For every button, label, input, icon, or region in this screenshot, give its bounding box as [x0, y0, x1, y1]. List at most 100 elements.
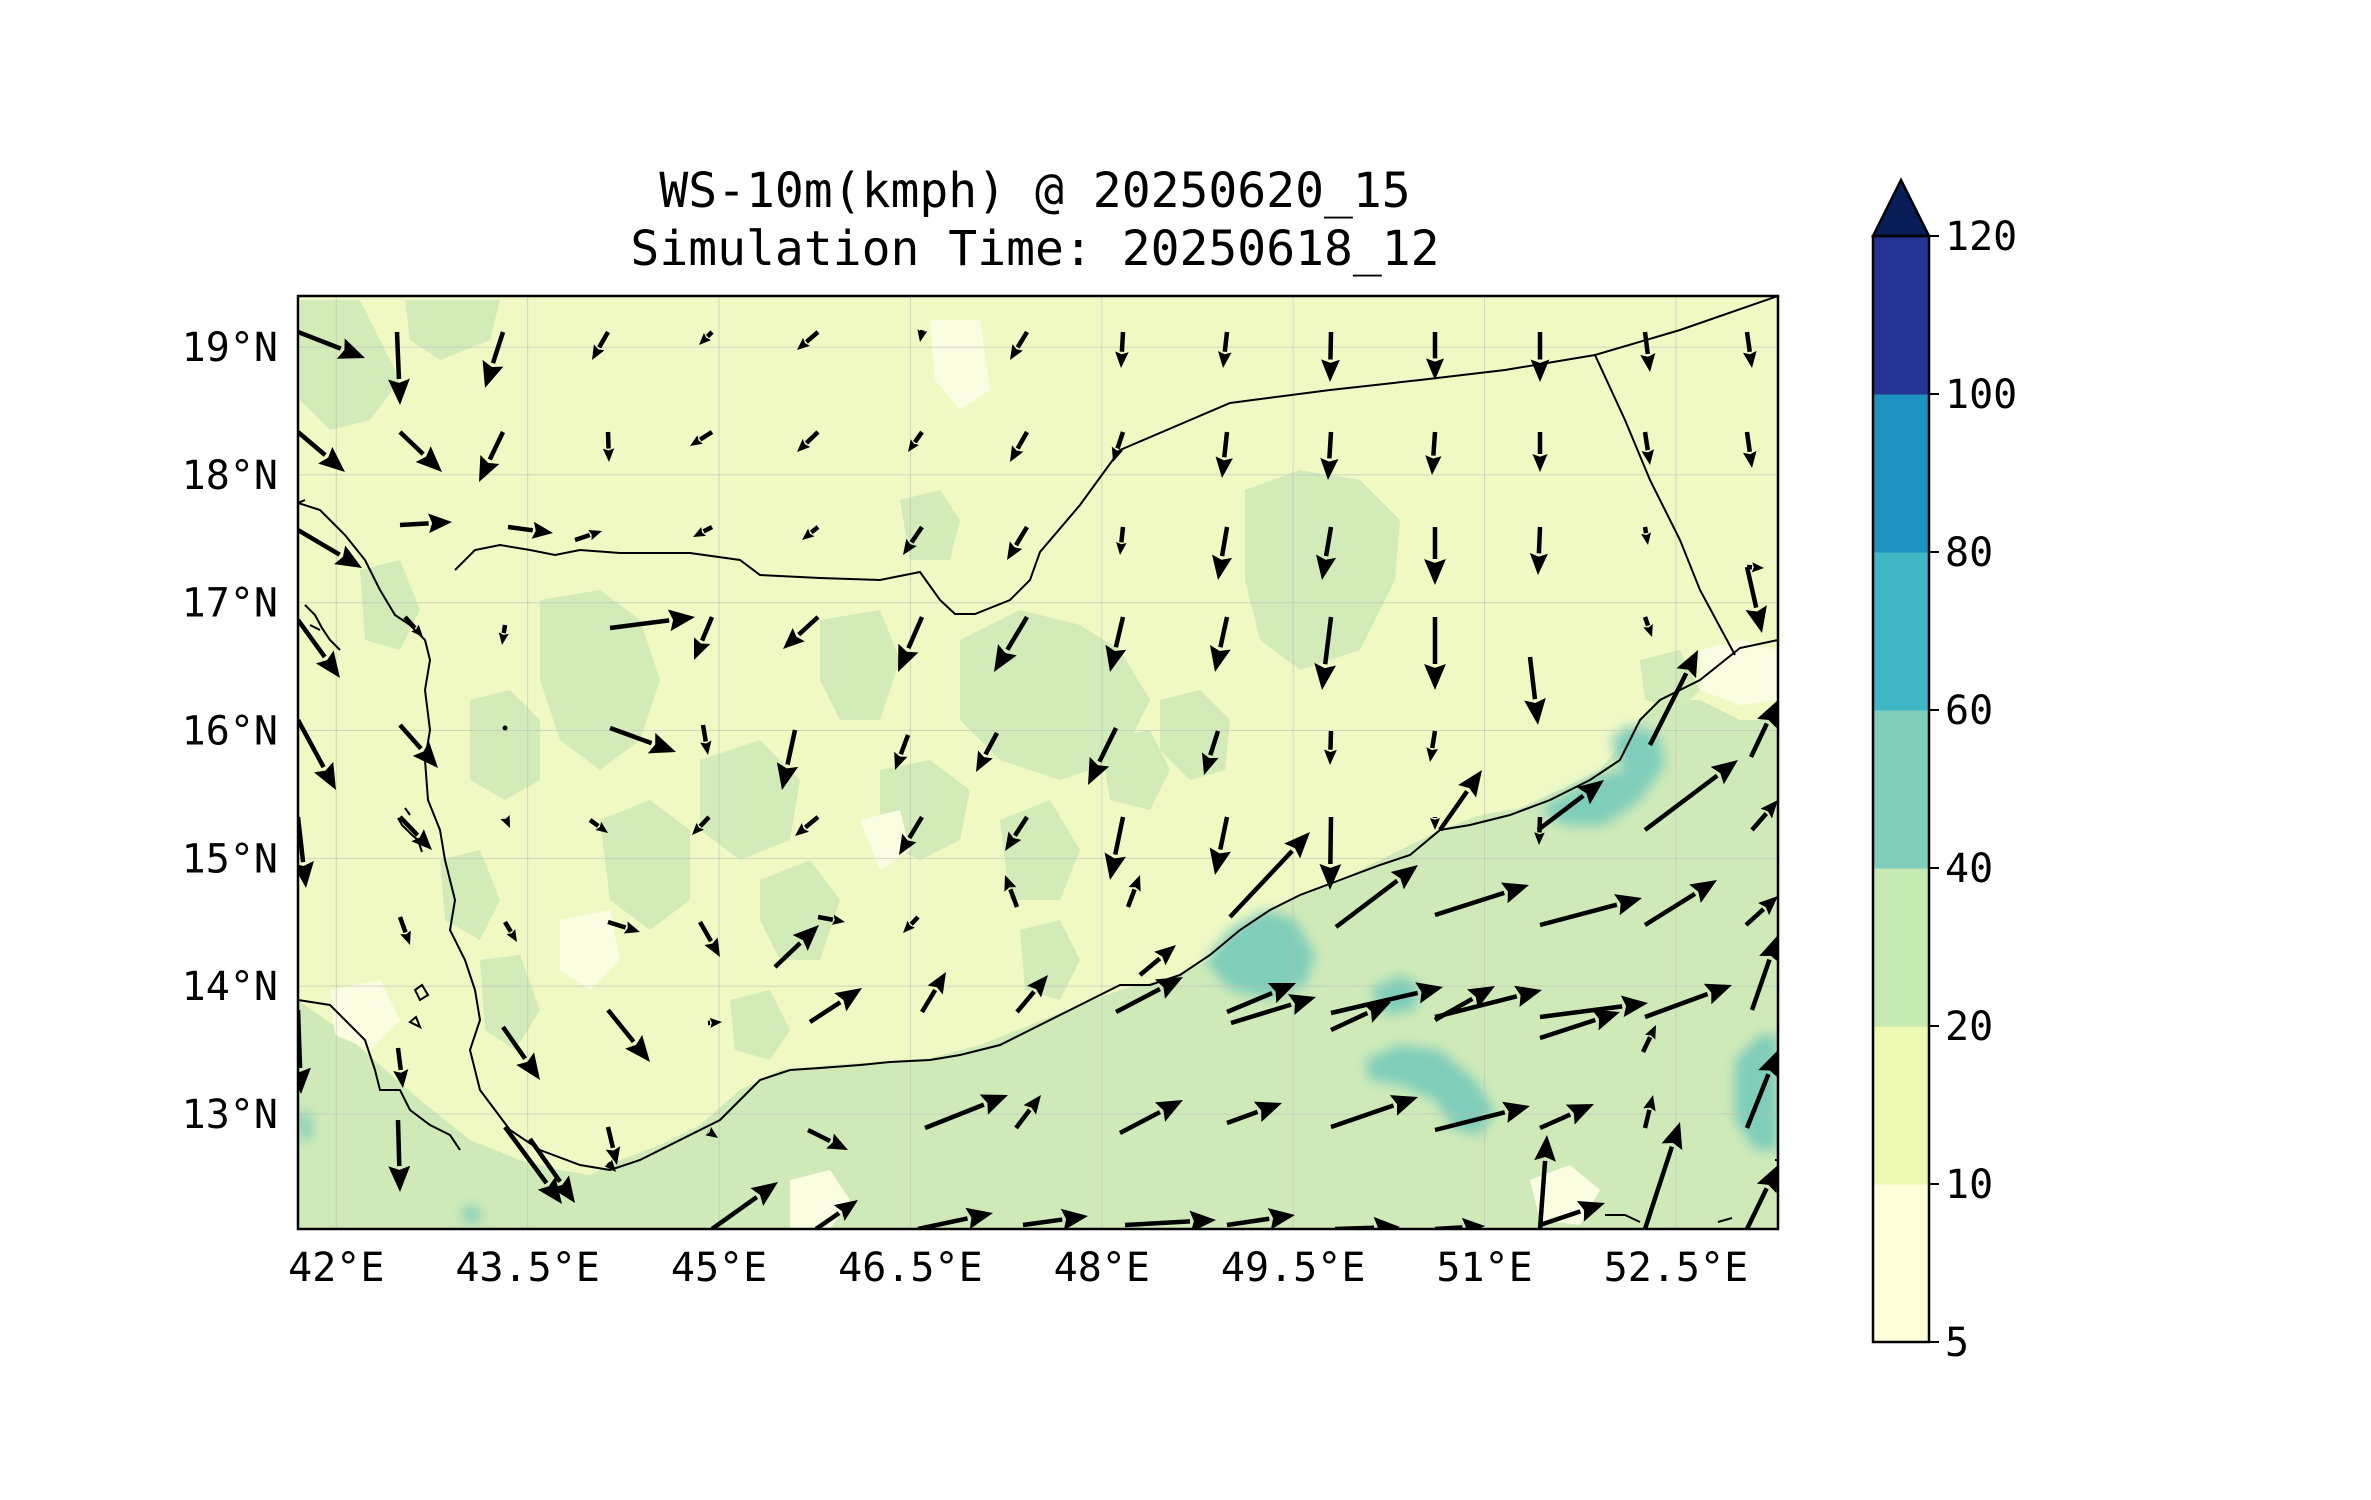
wind-arrow [1319, 816, 1342, 890]
wind-arrow [479, 431, 506, 482]
wind-arrow [1201, 730, 1221, 775]
wind-arrow [710, 1182, 778, 1229]
wind-arrow [994, 615, 1029, 672]
wind-arrow [908, 430, 924, 452]
wind-arrow [388, 1119, 411, 1192]
wind-arrow [693, 525, 714, 537]
wind-arrow [399, 513, 452, 534]
lat-tick-label: 15°N [182, 836, 278, 882]
wind-arrow [388, 331, 410, 405]
colorbar-tick-label: 100 [1945, 372, 2017, 418]
axis-labels: 42°E 43.5°E 45°E 46.5°E 48°E 49.5°E 51°E 52.5°E… [182, 325, 1749, 1291]
wind-arrow [1641, 526, 1651, 545]
wind-arrow [298, 528, 362, 568]
wind-arrow [1330, 1002, 1391, 1033]
lon-tick-label: 42°E [288, 1245, 384, 1291]
wind-arrow [403, 615, 423, 637]
lon-tick-label: 48°E [1054, 1245, 1150, 1291]
plot-subtitle: Simulation Time: 20250618_12 [630, 221, 1440, 277]
wind-arrow [605, 1126, 621, 1165]
wind-arrow [507, 521, 553, 539]
wind-arrow [1010, 330, 1029, 360]
wind-arrow [298, 718, 336, 790]
wind-arrow [592, 330, 610, 360]
wind-arrow [795, 815, 820, 836]
wind-arrow [1124, 1210, 1216, 1229]
wind-arrow [1640, 331, 1656, 372]
wind-arrow [692, 815, 711, 835]
wind-arrow [1744, 566, 1767, 633]
wind-arrow [1316, 526, 1337, 580]
wind-arrow [1005, 815, 1029, 851]
wind-arrow [976, 731, 999, 772]
colorbar-band [1873, 236, 1929, 395]
wind-arrow [924, 1094, 1008, 1131]
wind-vectors [298, 329, 1778, 1229]
lon-tick-label: 52.5°E [1604, 1245, 1749, 1291]
colorbar-band [1873, 868, 1929, 1027]
saudi-yemen-border [454, 296, 1778, 615]
wind-arrow [1115, 331, 1129, 368]
colorbar-tick-label: 5 [1945, 1320, 1969, 1366]
wind-arrow [1215, 431, 1233, 478]
wind-arrow [1015, 975, 1048, 1014]
wind-arrow [705, 1126, 718, 1138]
plot-title: WS-10m(kmph) @ 20250620_15 [659, 163, 1411, 219]
wind-arrow [1217, 331, 1232, 368]
wind-arrow [903, 525, 924, 555]
wind-arrow [1744, 1165, 1778, 1229]
colorbar-band [1873, 1026, 1929, 1185]
wind-arrow [1226, 983, 1296, 1015]
wind-arrow [1334, 865, 1418, 929]
wind-arrow [1424, 617, 1446, 690]
wind-arrow [1530, 332, 1550, 382]
wind-arrow [1640, 1025, 1656, 1053]
lat-tick-label: 13°N [182, 1092, 278, 1138]
gridlines [298, 296, 1778, 1229]
lat-tick-label: 18°N [182, 453, 278, 499]
wind-arrow [500, 814, 510, 828]
wind-arrow [1424, 527, 1446, 585]
lon-tick-label: 43.5°E [455, 1245, 600, 1291]
colorbar-extend-triangle [1870, 177, 1932, 238]
wind-arrow [1532, 432, 1548, 472]
wind-arrow [1010, 430, 1029, 462]
wind-arrow [700, 724, 712, 755]
wind-arrow [298, 430, 345, 472]
wind-arrow [1321, 331, 1340, 382]
colorbar: 5 10 20 40 60 80 100 120 [1870, 177, 2017, 1366]
wind-arrow [1228, 832, 1310, 919]
colorbar-tick-label: 120 [1945, 214, 2017, 260]
wind-arrow [398, 815, 432, 850]
wind-arrow [707, 1017, 722, 1028]
wind-arrow [398, 723, 438, 768]
wind-arrow [1226, 1101, 1282, 1126]
map-canvas [298, 296, 1778, 1229]
wind-arrow [797, 430, 820, 452]
wind-arrow [397, 916, 411, 945]
wind-arrow [1539, 1104, 1594, 1131]
city-point [502, 725, 508, 731]
wind-arrow [776, 729, 799, 790]
wind-arrow [1138, 945, 1176, 977]
wind-arrow [773, 925, 819, 969]
coastlines-borders [298, 296, 1778, 1223]
wind-arrow [1433, 986, 1495, 1022]
wind-arrow [1534, 1135, 1556, 1229]
map-frame [296, 294, 1780, 1231]
wind-arrow [588, 818, 608, 833]
wind-arrow [1426, 730, 1439, 762]
wind-arrow [1434, 882, 1529, 918]
wind-arrow [1748, 700, 1778, 758]
wind-arrow [1314, 616, 1337, 690]
wind-arrow [607, 919, 640, 934]
wind-arrow [1524, 656, 1546, 725]
wind-arrow [398, 430, 442, 472]
wind-arrow [604, 1159, 616, 1172]
wind-arrow [1212, 526, 1233, 580]
wind-arrow [920, 972, 946, 1014]
wind-arrow [1007, 525, 1029, 560]
wind-arrow [917, 1207, 993, 1229]
wind-arrow [693, 616, 715, 660]
